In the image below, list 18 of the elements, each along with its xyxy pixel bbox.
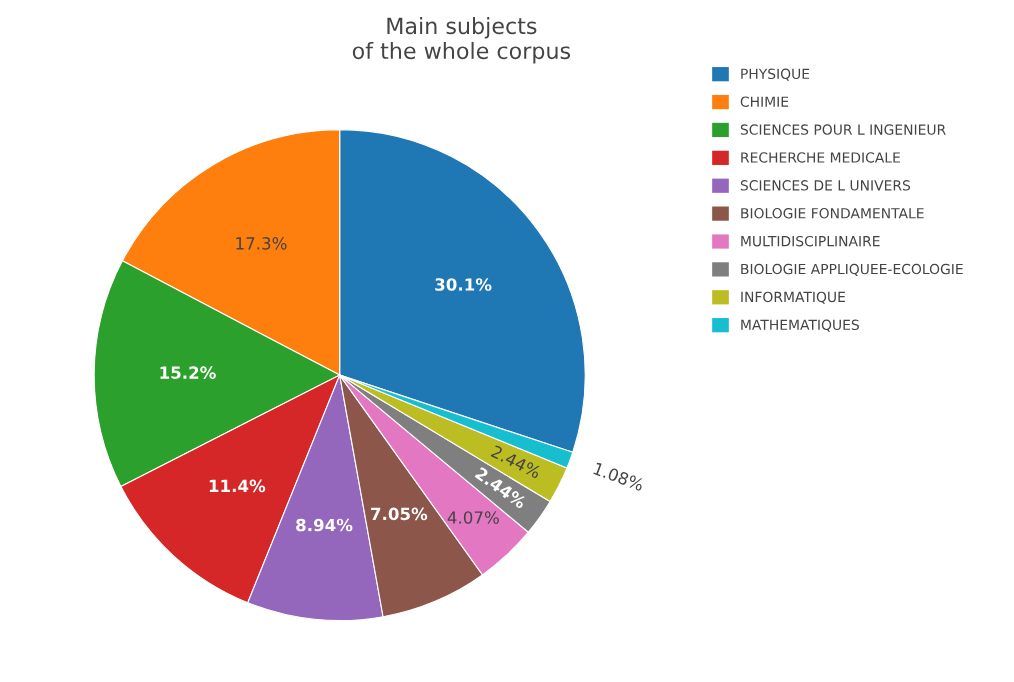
data-label: 15.2%	[160, 366, 216, 379]
data-label: 7.05%	[371, 507, 428, 521]
legend-label: PHYSIQUE	[741, 68, 810, 81]
legend-label: SCIENCES POUR L INGENIEUR	[740, 124, 946, 135]
data-label: 30.1%	[435, 278, 492, 291]
data-label: 4.07%	[447, 511, 499, 524]
legend-label: MULTIDISCIPLINAIRE	[741, 235, 880, 247]
legend-label: RECHERCHE MEDICALE	[741, 152, 900, 163]
legend-label: BIOLOGIE APPLIQUEE-ECOLOGIE	[741, 263, 963, 276]
data-label: 8.94%	[296, 518, 353, 532]
data-label: 17.3%	[236, 237, 287, 250]
legend-label: CHIMIE	[740, 96, 789, 107]
legend-label: SCIENCES DE L UNIVERS	[740, 180, 911, 191]
legend-label: BIOLOGIE FONDAMENTALE	[741, 208, 924, 219]
legend-label: INFORMATIQUE	[741, 291, 845, 304]
legend-label: MATHEMATIQUES	[741, 319, 859, 332]
data-label: 11.4%	[209, 479, 266, 493]
chart-title: Main subjects of the whole corpus	[352, 17, 571, 64]
